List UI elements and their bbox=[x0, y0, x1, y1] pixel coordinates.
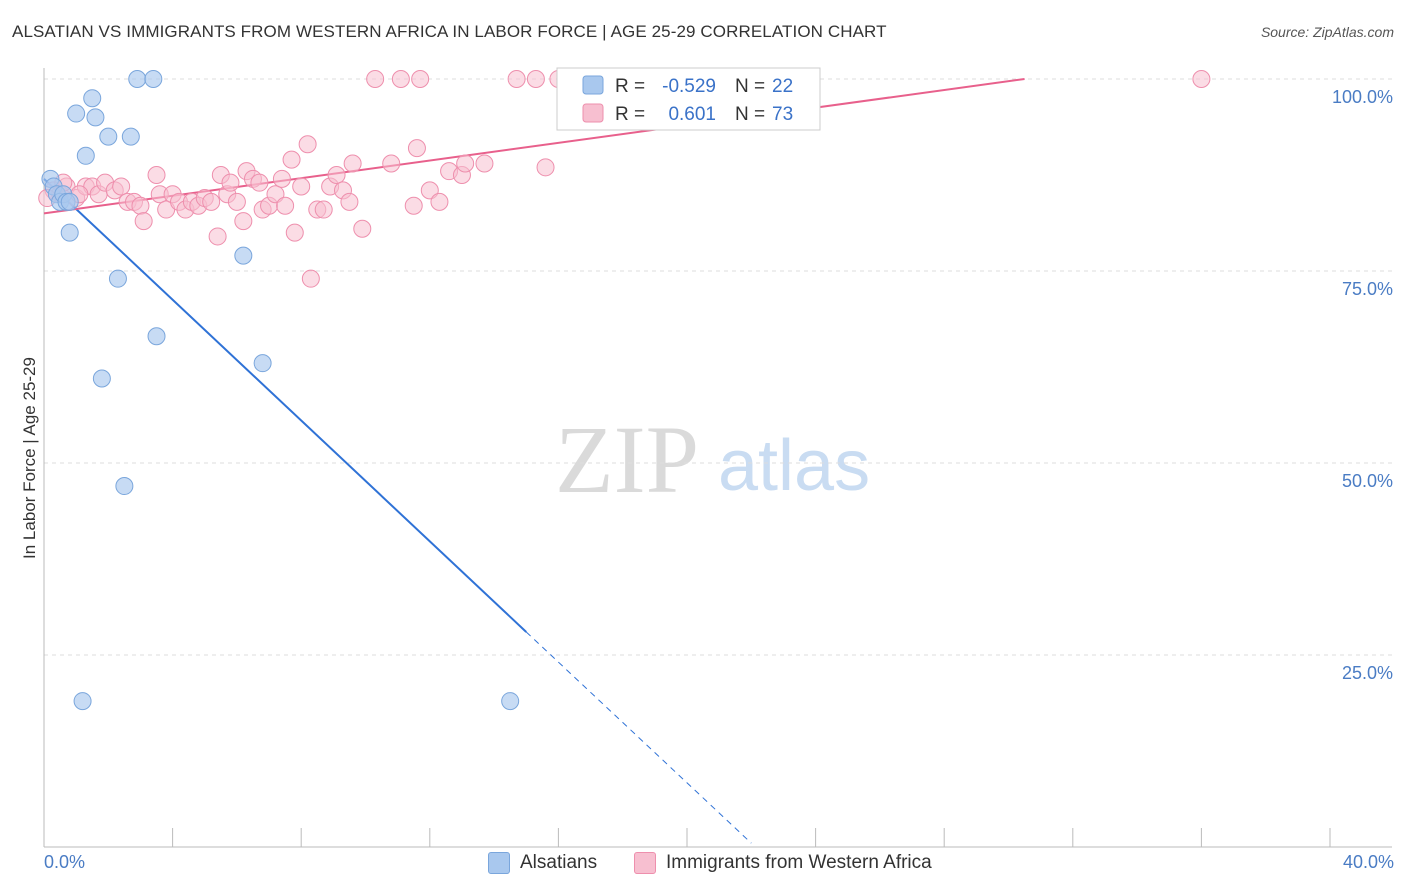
point-western-africa-64 bbox=[526, 70, 545, 88]
point-western-africa-55 bbox=[407, 139, 426, 158]
y-tick-label-0: 100.0% bbox=[1332, 87, 1393, 107]
trend-line-alsatians bbox=[43, 178, 527, 633]
point-western-africa-28 bbox=[227, 192, 246, 211]
point-alsatians-14 bbox=[121, 127, 140, 146]
point-western-africa-54 bbox=[404, 196, 423, 215]
point-western-africa-38 bbox=[282, 150, 301, 169]
watermark-atlas: atlas bbox=[718, 426, 870, 506]
point-alsatians-8 bbox=[67, 104, 86, 123]
point-western-africa-24 bbox=[208, 227, 227, 246]
point-alsatians-21 bbox=[115, 477, 134, 496]
point-western-africa-12 bbox=[131, 196, 150, 215]
stats-swatch-blue bbox=[582, 75, 604, 95]
point-western-africa-52 bbox=[382, 154, 401, 173]
point-western-africa-37 bbox=[276, 196, 295, 215]
point-alsatians-13 bbox=[108, 269, 127, 288]
stats-legend: R = -0.529 N = 22 R = 0.601 N = 73 bbox=[556, 67, 821, 131]
x-tick-label-left: 0.0% bbox=[44, 852, 86, 872]
legend-label-alsatians: Alsatians bbox=[520, 852, 598, 873]
point-western-africa-51 bbox=[366, 70, 385, 88]
point-alsatians-23 bbox=[501, 692, 520, 711]
point-western-africa-29 bbox=[234, 212, 253, 231]
point-western-africa-65 bbox=[536, 158, 555, 177]
stats-swatch-pink bbox=[582, 103, 604, 123]
point-western-africa-35 bbox=[266, 185, 285, 204]
point-western-africa-57 bbox=[420, 181, 439, 200]
point-western-africa-69 bbox=[1192, 70, 1211, 88]
legend-label-western-africa: Immigrants from Western Africa bbox=[666, 852, 932, 873]
point-alsatians-11 bbox=[86, 108, 105, 127]
stats-r-value-1: -0.529 bbox=[662, 76, 716, 97]
point-western-africa-58 bbox=[430, 192, 449, 211]
point-alsatians-20 bbox=[92, 369, 111, 388]
point-alsatians-15 bbox=[128, 70, 147, 88]
point-alsatians-7 bbox=[60, 223, 79, 242]
point-alsatians-9 bbox=[76, 146, 95, 165]
stats-n-value-2: 73 bbox=[772, 104, 793, 125]
stats-r-label-1: R = bbox=[615, 76, 650, 97]
point-western-africa-42 bbox=[301, 269, 320, 288]
trend-line-alsatians-extrapolated bbox=[525, 631, 752, 844]
point-western-africa-63 bbox=[507, 70, 526, 88]
point-western-africa-41 bbox=[298, 135, 317, 154]
point-western-africa-44 bbox=[314, 200, 333, 219]
point-western-africa-40 bbox=[292, 177, 311, 196]
point-alsatians-18 bbox=[234, 246, 253, 265]
point-western-africa-9 bbox=[112, 177, 131, 196]
legend-item-alsatians[interactable]: Alsatians bbox=[488, 852, 597, 874]
point-alsatians-12 bbox=[99, 127, 118, 146]
y-axis-title: In Labor Force | Age 25-29 bbox=[20, 357, 39, 559]
y-tick-label-1: 75.0% bbox=[1342, 279, 1393, 299]
chart-title: ALSATIAN VS IMMIGRANTS FROM WESTERN AFRI… bbox=[12, 22, 887, 41]
stats-n-label-1: N = bbox=[735, 76, 770, 97]
point-western-africa-27 bbox=[221, 173, 240, 192]
point-alsatians-6 bbox=[60, 192, 79, 211]
point-western-africa-53 bbox=[391, 70, 410, 88]
x-tick-label-right: 40.0% bbox=[1342, 852, 1394, 872]
point-western-africa-49 bbox=[343, 154, 362, 173]
legend-swatch-pink bbox=[634, 852, 656, 874]
point-western-africa-48 bbox=[340, 192, 359, 211]
point-alsatians-10 bbox=[83, 89, 102, 108]
point-western-africa-14 bbox=[147, 166, 166, 184]
source-label: Source: ZipAtlas.com bbox=[1260, 24, 1394, 40]
point-alsatians-16 bbox=[144, 70, 163, 88]
point-alsatians-22 bbox=[73, 692, 92, 711]
legend-swatch-blue bbox=[488, 852, 510, 874]
point-western-africa-39 bbox=[285, 223, 304, 242]
point-alsatians-19 bbox=[253, 354, 272, 373]
point-western-africa-56 bbox=[411, 70, 430, 88]
point-western-africa-50 bbox=[353, 219, 372, 238]
stats-n-value-1: 22 bbox=[772, 76, 793, 97]
point-western-africa-61 bbox=[456, 154, 475, 173]
y-tick-label-3: 25.0% bbox=[1342, 663, 1393, 683]
point-western-africa-32 bbox=[250, 173, 269, 192]
watermark-zip: ZIP bbox=[555, 406, 699, 513]
stats-n-label-2: N = bbox=[735, 104, 770, 125]
point-western-africa-23 bbox=[202, 192, 221, 211]
stats-r-value-2: 0.601 bbox=[668, 104, 716, 125]
point-alsatians-17 bbox=[147, 327, 166, 346]
y-tick-label-2: 50.0% bbox=[1342, 471, 1393, 491]
point-western-africa-62 bbox=[475, 154, 494, 173]
point-western-africa-13 bbox=[134, 212, 153, 231]
stats-r-label-2: R = bbox=[615, 104, 650, 125]
point-western-africa-46 bbox=[327, 166, 346, 184]
legend-item-western-africa[interactable]: Immigrants from Western Africa bbox=[634, 852, 932, 874]
point-western-africa-36 bbox=[272, 169, 291, 188]
